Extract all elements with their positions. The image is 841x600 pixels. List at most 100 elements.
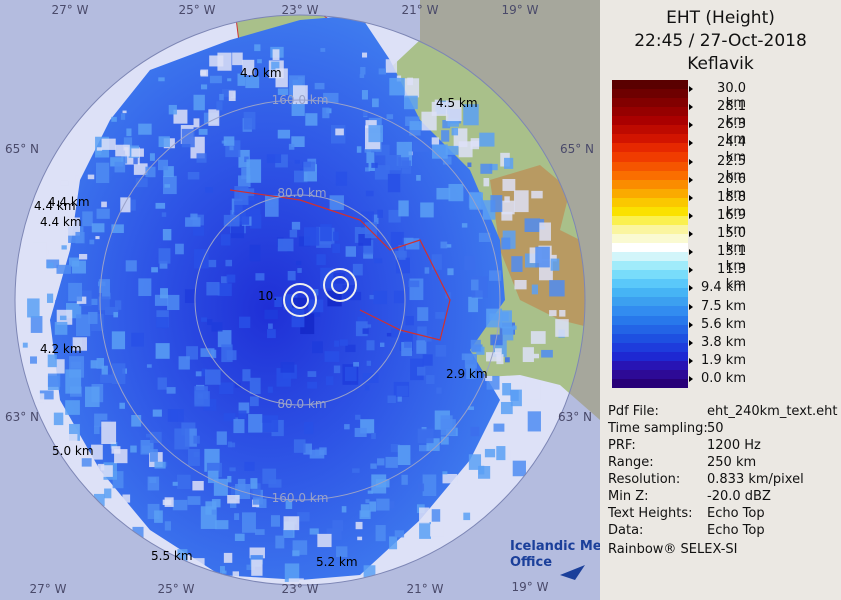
echo-cell — [345, 246, 357, 257]
echo-cell — [186, 346, 199, 360]
echo-cell — [371, 432, 376, 440]
echo-cell — [298, 76, 304, 84]
echo-cell — [334, 340, 340, 347]
echo-cell — [365, 120, 377, 129]
echo-cell — [369, 501, 377, 512]
tick-arrow — [689, 285, 693, 292]
echo-cell — [75, 175, 80, 181]
color-band — [612, 369, 688, 380]
echo-cell — [366, 340, 375, 351]
echo-cell — [156, 317, 169, 329]
echo-cell — [105, 306, 119, 316]
echo-cell — [291, 221, 301, 230]
color-band — [612, 188, 688, 199]
echo-cell — [435, 311, 445, 319]
echo-cell — [229, 467, 236, 472]
color-band — [612, 297, 688, 307]
echo-cell — [398, 244, 405, 254]
echo-cell — [35, 393, 45, 403]
echo-cell — [307, 381, 318, 389]
coastline — [229, 189, 451, 341]
echo-cell — [401, 342, 413, 357]
echo-cell — [201, 317, 207, 322]
echo-cell — [418, 445, 430, 452]
echo-cell — [133, 157, 138, 165]
echo-cell — [208, 109, 220, 126]
tick-arrow — [689, 104, 693, 111]
tick-arrow — [689, 158, 693, 165]
echo-cell — [27, 298, 40, 318]
color-band — [612, 252, 688, 262]
graticule-label: 21° W — [402, 3, 439, 17]
echo-cell — [234, 533, 245, 542]
color-band — [612, 288, 688, 298]
echo-cell — [309, 528, 319, 535]
echo-cell — [431, 137, 440, 145]
info-value: -20.0 dBZ — [707, 489, 771, 504]
echo-cell — [445, 100, 462, 122]
echo-cell — [287, 270, 296, 281]
echo-cell — [170, 409, 178, 422]
echo-cell — [398, 200, 409, 217]
echo-cell — [424, 335, 432, 342]
echo-cell — [216, 101, 223, 111]
echo-cell — [512, 325, 517, 330]
echo-cell — [395, 257, 410, 274]
echo-cell — [173, 109, 188, 124]
echo-cell — [541, 349, 553, 358]
echo-cell — [292, 297, 308, 308]
echo-cell — [539, 222, 551, 241]
echo-cell — [314, 82, 325, 90]
color-band — [612, 315, 688, 326]
echo-cell — [185, 217, 201, 227]
echo-cell — [409, 125, 421, 136]
echo-cell — [157, 159, 169, 171]
echo-cell — [195, 371, 202, 377]
echo-cell — [217, 330, 232, 348]
echo-cell — [60, 180, 69, 186]
echo-cell — [417, 366, 426, 376]
echo-cell — [149, 449, 158, 462]
echo-cell — [111, 224, 124, 234]
echo-cell — [291, 309, 305, 328]
echo-cell — [285, 500, 293, 510]
echo-cell — [277, 88, 289, 95]
echo-cell — [206, 282, 220, 296]
echo-cell — [404, 341, 412, 348]
echo-cell — [70, 361, 82, 369]
echo-cell — [55, 300, 64, 312]
echo-cell — [268, 479, 282, 488]
echo-cell — [468, 406, 474, 410]
echo-cell — [47, 373, 61, 387]
echo-cell — [207, 319, 213, 326]
echo-cell — [361, 90, 368, 100]
echo-cell — [385, 501, 395, 509]
color-band — [612, 143, 688, 153]
echo-cell — [219, 93, 224, 101]
echo-cell — [385, 154, 402, 171]
echo-cell — [393, 290, 405, 304]
echo-cell — [219, 382, 234, 395]
echo-cell — [341, 506, 347, 513]
echo-cell — [320, 48, 326, 52]
color-band — [612, 161, 688, 172]
echo-cell — [311, 310, 321, 317]
echo-cell — [442, 156, 452, 165]
echo-cell — [111, 363, 126, 385]
echo-cell — [451, 127, 459, 136]
echo-cell — [375, 525, 386, 542]
echo-cell — [158, 136, 170, 148]
echo-cell — [163, 166, 174, 177]
echo-cell — [196, 153, 207, 163]
echo-cell — [426, 375, 435, 385]
echo-cell — [478, 232, 491, 242]
echo-cell — [79, 253, 88, 260]
echo-cell — [530, 331, 546, 344]
echo-cell — [470, 140, 480, 150]
echo-cell — [408, 280, 420, 288]
echo-cell — [184, 289, 197, 304]
echo-cell — [407, 77, 414, 86]
echo-cell — [81, 458, 92, 467]
color-band — [612, 107, 688, 117]
echo-cell — [255, 273, 265, 281]
